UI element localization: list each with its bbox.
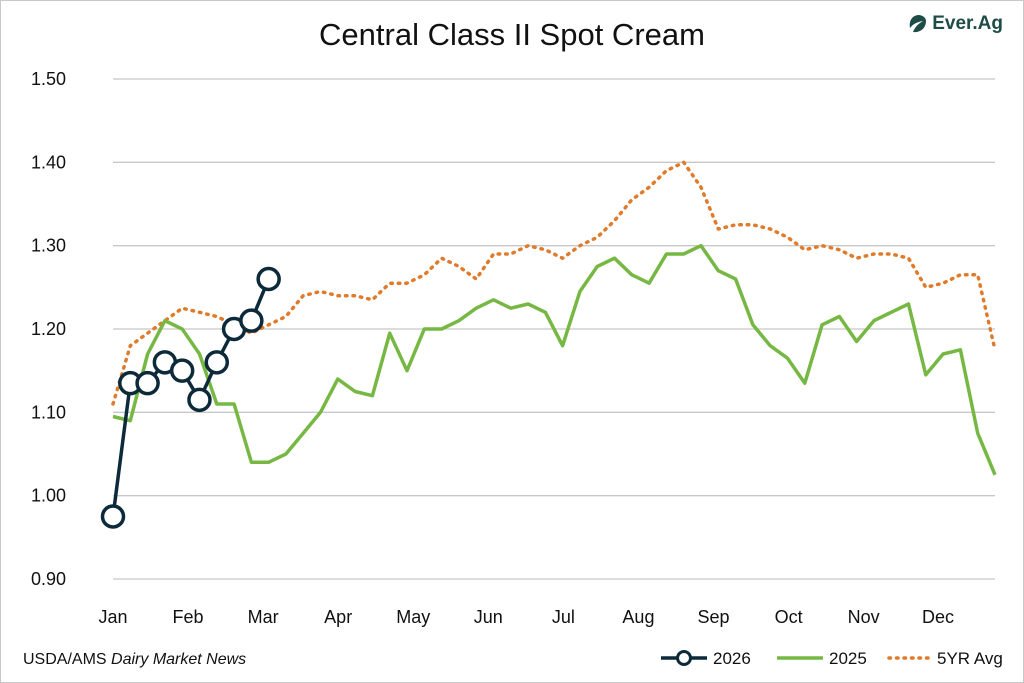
y-tick-label: 1.40 xyxy=(31,152,66,172)
legend-item: 2025 xyxy=(777,649,867,668)
legend-item: 2026 xyxy=(661,649,751,668)
y-tick-label: 1.30 xyxy=(31,236,66,256)
series-5yr-avg xyxy=(111,160,997,406)
x-tick-label: Jun xyxy=(474,607,503,627)
legend-label: 2026 xyxy=(713,649,751,668)
ever-ag-leaf-icon xyxy=(909,15,927,33)
legend-item: 5YR Avg xyxy=(887,649,1003,668)
y-tick-label: 1.00 xyxy=(31,486,66,506)
y-tick-label: 1.20 xyxy=(31,319,66,339)
legend-label: 5YR Avg xyxy=(937,649,1003,668)
source-publication: Dairy Market News xyxy=(111,651,247,668)
data-point-marker xyxy=(256,266,281,292)
y-tick-label: 1.10 xyxy=(31,402,66,422)
legend-marker xyxy=(676,650,692,666)
series-line xyxy=(111,160,997,406)
logo-text: Ever.Ag xyxy=(932,13,1003,34)
x-tick-label: Sep xyxy=(697,607,729,627)
y-tick-label: 1.50 xyxy=(31,69,66,89)
data-point-marker xyxy=(187,387,212,413)
chart-title: Central Class II Spot Cream xyxy=(319,17,705,52)
x-tick-label: Jul xyxy=(552,607,575,627)
x-tick-label: Nov xyxy=(848,607,880,627)
series-2026 xyxy=(100,266,281,529)
x-tick-label: Apr xyxy=(324,607,352,627)
series-line xyxy=(112,243,997,476)
x-tick-label: Mar xyxy=(248,607,279,627)
source-agency: USDA/AMS xyxy=(23,651,107,668)
legend-label: 2025 xyxy=(829,649,867,668)
data-point-marker xyxy=(100,504,126,529)
data-point-marker xyxy=(204,350,230,375)
y-axis-ticks: 0.90 1.00 1.10 1.20 1.30 1.40 1.50 xyxy=(31,69,66,589)
x-axis-ticks: Jan Feb Mar Apr May Jun Jul Aug Sep Oct Nov Dec xyxy=(98,607,954,627)
legend: 2026 2025 5YR Avg xyxy=(661,649,1003,668)
data-point-marker xyxy=(135,370,160,396)
data-point-marker xyxy=(239,308,264,333)
x-tick-label: Feb xyxy=(173,607,204,627)
x-tick-label: May xyxy=(396,607,430,627)
y-tick-label: 0.90 xyxy=(31,569,66,589)
series-lines xyxy=(100,160,997,529)
source-note: USDA/AMS Dairy Market News xyxy=(23,651,246,669)
x-tick-label: Aug xyxy=(622,607,654,627)
x-tick-label: Dec xyxy=(922,607,954,627)
x-tick-label: Jan xyxy=(98,607,127,627)
data-point-marker xyxy=(169,358,195,383)
x-tick-label: Oct xyxy=(775,607,803,627)
ever-ag-logo: Ever.Ag xyxy=(907,13,1003,35)
series-2025 xyxy=(112,243,997,476)
